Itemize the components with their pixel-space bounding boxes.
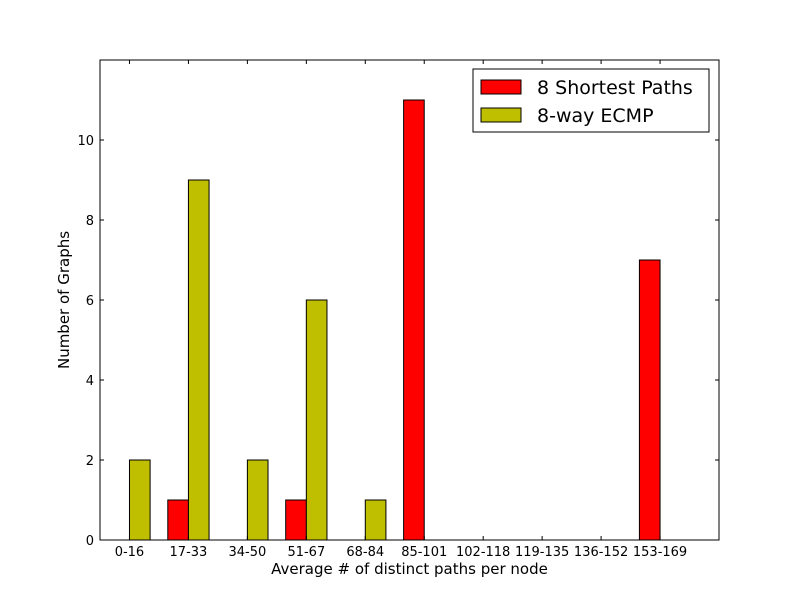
x-tick-label: 153-169: [633, 545, 687, 560]
bar-8-shortest-paths-153-169: [638, 259, 661, 541]
legend-swatch-ecmp: [480, 107, 522, 123]
y-axis-title: Number of Graphs: [55, 231, 73, 369]
bar-8-way-ecmp-68-84: [364, 499, 387, 541]
x-tick-label: 119-135: [515, 545, 569, 560]
legend-label-shortest-paths: 8 Shortest Paths: [537, 77, 693, 99]
x-tick-label: 34-50: [228, 545, 266, 560]
x-axis-title: Average # of distinct paths per node: [271, 560, 548, 578]
bar-8-shortest-paths-51-67: [285, 499, 307, 541]
x-tick-label: 17-33: [170, 545, 208, 560]
bar-8-way-ecmp-34-50: [246, 459, 269, 541]
bar-8-way-ecmp-0-16: [128, 459, 151, 541]
bar-8-shortest-paths-85-101: [403, 99, 425, 541]
y-tick-label: 6: [86, 294, 94, 309]
y-tick-label: 0: [86, 534, 94, 549]
x-tick-label: 85-101: [401, 545, 447, 560]
x-tick-label: 0-16: [115, 545, 145, 560]
y-tick-label: 8: [86, 214, 94, 229]
y-tick-label: 2: [86, 454, 94, 469]
legend-swatch-shortest-paths: [480, 79, 522, 95]
legend-label-ecmp: 8-way ECMP: [537, 105, 654, 127]
bars-group: [128, 99, 661, 541]
x-tick-label: 68-84: [346, 545, 384, 560]
bar-8-way-ecmp-17-33: [187, 179, 210, 541]
x-tick-label: 136-152: [574, 545, 628, 560]
ticks-group: 0-16 17-33 34-50 51-67 68-84 85-101 102-118 119…: [77, 60, 719, 560]
x-tick-label: 102-118: [456, 545, 510, 560]
y-tick-label: 4: [86, 374, 94, 389]
bar-8-shortest-paths-17-33: [167, 499, 189, 541]
y-tick-label: 10: [77, 134, 94, 149]
legend: 8 Shortest Paths 8-way ECMP: [472, 68, 710, 133]
x-tick-label: 51-67: [287, 545, 325, 560]
bar-8-way-ecmp-51-67: [305, 299, 328, 541]
